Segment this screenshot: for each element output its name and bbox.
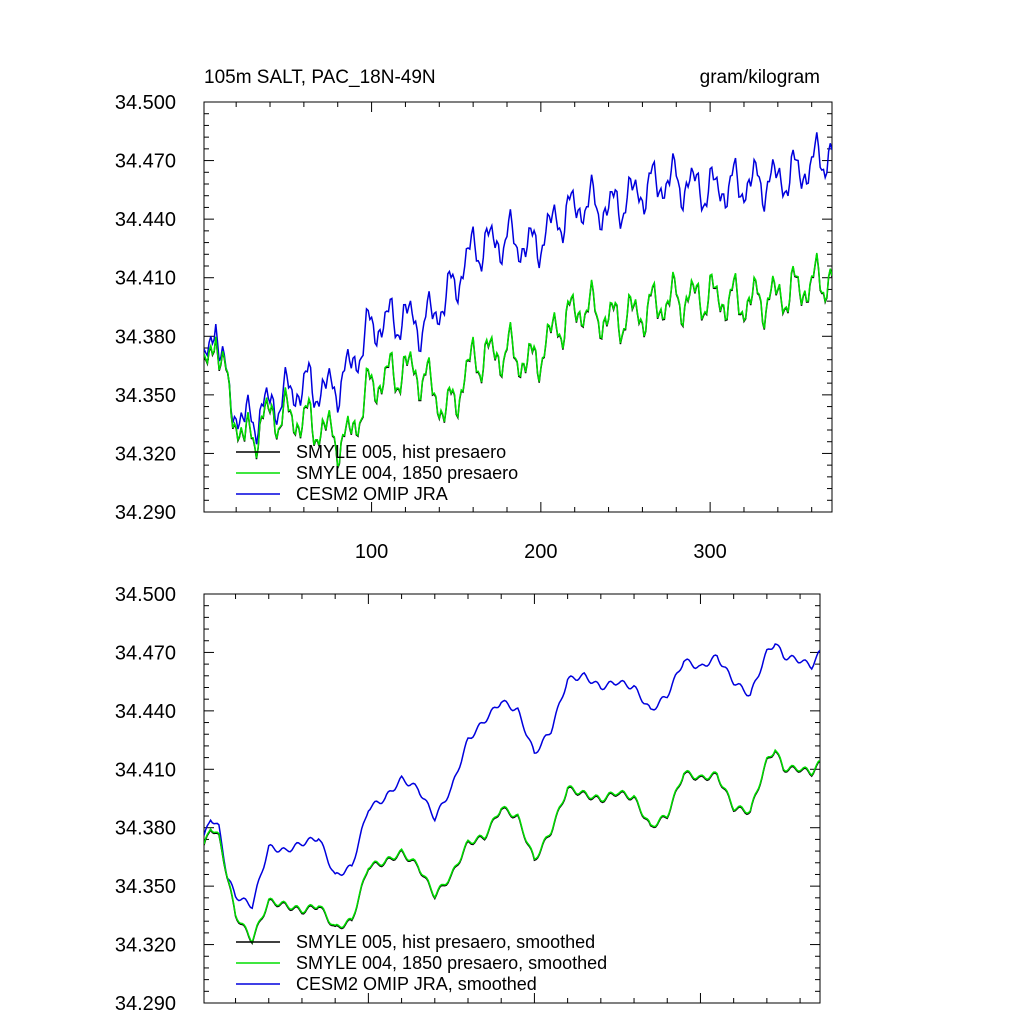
legend-label: CESM2 OMIP JRA [296, 484, 448, 504]
series-line-0 [204, 253, 832, 469]
y-tick-label: 34.470 [115, 151, 176, 173]
series-line-1 [204, 252, 832, 468]
series-line-0 [204, 749, 820, 946]
y-tick-label: 34.500 [115, 584, 176, 606]
plot-frame [203, 101, 833, 513]
y-tick-label: 34.380 [115, 326, 176, 348]
y-tick-label: 34.320 [115, 443, 176, 465]
legend-label: SMYLE 005, hist presaero, smoothed [296, 932, 595, 952]
y-tick-label: 34.380 [115, 818, 176, 840]
chart-title: 105m SALT, PAC_18N-49N [204, 67, 436, 88]
y-tick-label: 34.290 [115, 502, 176, 524]
y-tick-label: 34.440 [115, 701, 176, 723]
x-tick-label: 100 [355, 541, 388, 563]
legend-label: SMYLE 004, 1850 presaero, smoothed [296, 953, 607, 973]
series-line-2 [204, 643, 820, 910]
y-tick-label: 34.470 [115, 642, 176, 664]
plot-frame [203, 593, 821, 1004]
y-tick-label: 34.350 [115, 876, 176, 898]
y-tick-label: 34.410 [115, 759, 176, 781]
y-tick-label: 34.440 [115, 209, 176, 231]
y-tick-label: 34.500 [115, 92, 176, 114]
legend-label: CESM2 OMIP JRA, smoothed [296, 974, 537, 994]
series-line-2 [204, 132, 832, 445]
y-tick-label: 34.350 [115, 385, 176, 407]
panel-bottom-smoothed: 34.290 34.320 34.350 34.380 34.410 34.440 34.4… [115, 584, 821, 1015]
series-line-1 [204, 748, 820, 945]
y-tick-label: 34.320 [115, 935, 176, 957]
x-tick-label: 200 [524, 541, 557, 563]
legend-label: SMYLE 004, 1850 presaero [296, 463, 518, 483]
y-tick-label: 34.410 [115, 268, 176, 290]
y-tick-label: 34.290 [115, 993, 176, 1015]
legend-label: SMYLE 005, hist presaero [296, 442, 506, 462]
units-label: gram/kilogram [700, 67, 820, 88]
x-tick-label: 300 [693, 541, 726, 563]
panel-top-raw: 34.290 34.320 34.350 34.380 34.410 34.440 34.4… [115, 67, 833, 563]
